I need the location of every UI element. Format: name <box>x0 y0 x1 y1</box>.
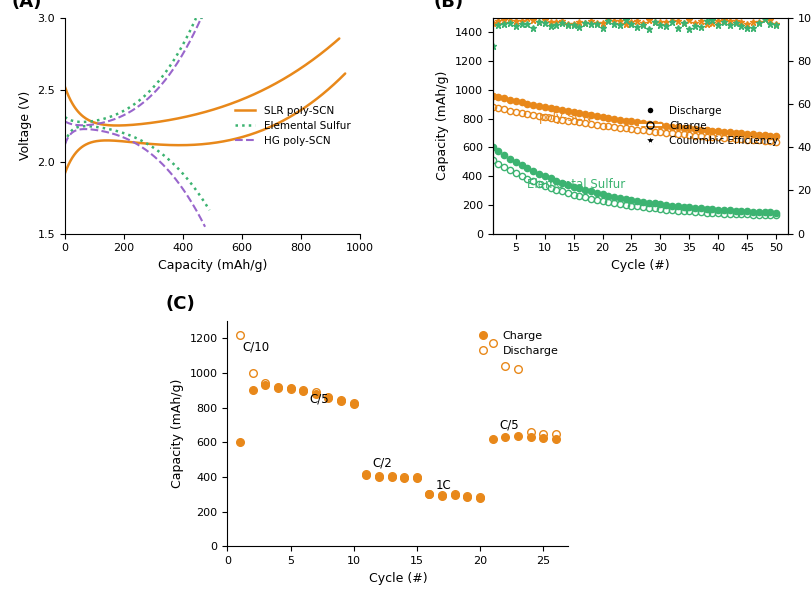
Y-axis label: Voltage (V): Voltage (V) <box>19 91 32 160</box>
X-axis label: Cycle (#): Cycle (#) <box>610 259 668 272</box>
Text: C/5: C/5 <box>498 418 518 431</box>
Y-axis label: Capacity (mAh/g): Capacity (mAh/g) <box>171 379 184 488</box>
X-axis label: Capacity (mAh/g): Capacity (mAh/g) <box>157 259 267 272</box>
Text: poly-SCN: poly-SCN <box>539 112 592 124</box>
Text: (A): (A) <box>12 0 42 11</box>
Text: C/10: C/10 <box>242 340 269 353</box>
Text: C/2: C/2 <box>372 457 392 470</box>
Text: (B): (B) <box>433 0 463 11</box>
X-axis label: Cycle (#): Cycle (#) <box>368 572 427 584</box>
Text: Elemental Sulfur: Elemental Sulfur <box>526 178 624 191</box>
Legend: SLR poly-SCN, Elemental Sulfur, HG poly-SCN: SLR poly-SCN, Elemental Sulfur, HG poly-… <box>230 102 354 150</box>
Legend: Discharge, Charge, Coulombic Efficiency: Discharge, Charge, Coulombic Efficiency <box>635 102 782 150</box>
Text: C/5: C/5 <box>309 393 328 405</box>
Text: (C): (C) <box>165 295 195 314</box>
Text: 1C: 1C <box>436 479 451 492</box>
Y-axis label: Capacity (mAh/g): Capacity (mAh/g) <box>436 71 448 181</box>
Legend: Charge, Discharge: Charge, Discharge <box>466 326 562 361</box>
